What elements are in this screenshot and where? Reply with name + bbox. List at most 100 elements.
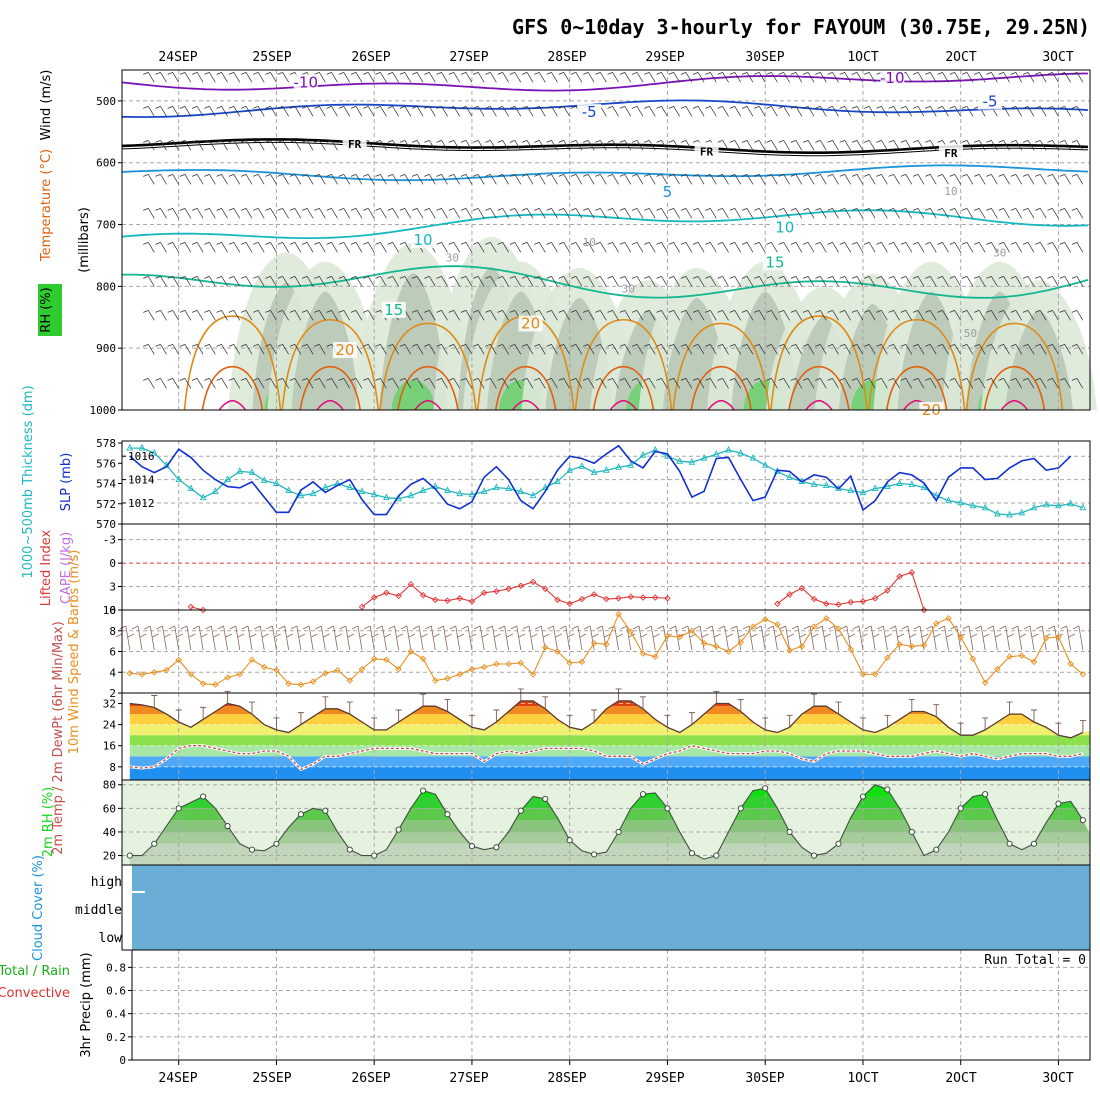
lifted-index-marker: [554, 596, 561, 604]
wind-barb: [1071, 72, 1084, 83]
thickness-marker: [456, 489, 464, 497]
wind-barb: [1010, 276, 1023, 287]
cape-axis-label: CAPE (J/kg): [59, 532, 74, 604]
wind-barb: [815, 310, 827, 321]
wind-barb: [876, 242, 888, 253]
wind-barb: [888, 242, 900, 253]
wind-speed-marker: [1018, 652, 1026, 659]
wind-barb: [729, 140, 742, 151]
wind-barb: [240, 106, 253, 117]
legend-convective: Convective: [0, 986, 70, 1001]
temp-axis-tick-label: 8: [109, 761, 116, 774]
wind-barb-10m: [1007, 625, 1023, 651]
wind-barb: [1047, 140, 1059, 151]
wind-barb: [448, 276, 461, 287]
wind-barb: [607, 378, 619, 389]
date-label-bottom: 26SEP: [351, 1071, 390, 1086]
wind-barb-10m: [176, 625, 192, 651]
wind-speed-marker: [419, 655, 427, 662]
wind-barb: [583, 72, 595, 83]
wind-barb: [778, 208, 790, 219]
wind-speed-marker: [896, 641, 903, 648]
wind-barb: [509, 276, 522, 287]
thickness-marker: [273, 479, 280, 486]
temp-minmax-bar: [859, 717, 866, 730]
wind-barb-10m: [140, 625, 155, 651]
lifted-index-marker: [542, 585, 549, 593]
wind-barb: [546, 72, 558, 83]
date-label-top: 29SEP: [645, 50, 684, 65]
date-label-bottom: 30SEP: [745, 1071, 784, 1086]
wind-barb: [497, 242, 509, 253]
li-axis-tick-label: -3: [103, 534, 116, 547]
date-label-bottom: 25SEP: [252, 1071, 291, 1086]
wind-barb: [876, 106, 888, 117]
wind-barb: [766, 140, 778, 151]
wind-barb: [338, 208, 351, 219]
wind-barb: [656, 378, 668, 389]
wind-barb: [338, 174, 351, 185]
rh-marker: [591, 851, 598, 858]
rh-axis-tick-label: 60: [103, 802, 116, 815]
wind-speed-marker: [786, 647, 793, 654]
wind-barb: [521, 344, 534, 355]
wind-barb: [619, 106, 632, 117]
rh-marker: [664, 805, 671, 812]
wind-barb: [1071, 140, 1084, 151]
rh-marker: [713, 852, 720, 859]
slp-thickness-panel: 1012 1014 1016 570 572 574 576 578 SLP (mb) 1000~…: [21, 385, 1091, 579]
wind-speed-marker: [700, 639, 708, 647]
wind-barb: [1010, 208, 1023, 219]
wind-barb: [570, 140, 583, 151]
wind-barb: [363, 344, 375, 355]
wind-barb: [375, 276, 387, 287]
pressure-axis-tick-label: 500: [96, 95, 116, 108]
temp-minmax-bar: [982, 717, 989, 730]
wind-barb: [1035, 344, 1047, 355]
thickness-marker: [590, 468, 598, 475]
wind-barb: [607, 276, 619, 287]
wind-barb: [143, 174, 155, 185]
wind-speed-marker: [480, 663, 488, 671]
wind-barb: [265, 106, 277, 117]
wind-barb: [717, 242, 729, 253]
wind-barb: [326, 208, 338, 219]
wind-barb: [1010, 140, 1023, 151]
slp-tick-label: 1014: [128, 474, 155, 487]
wind-barb: [766, 72, 778, 83]
wind-barb: [912, 378, 925, 389]
wind-barb: [387, 344, 399, 355]
wind-barb: [521, 140, 534, 151]
wind-barb: [192, 106, 204, 117]
isotherm-30: [609, 399, 638, 411]
wind-barb: [375, 106, 387, 117]
wind-barb: [766, 208, 778, 219]
temp-minmax-bar: [420, 693, 427, 707]
thickness-marker: [468, 490, 476, 498]
temp-band: [129, 706, 1090, 715]
slp-line: [129, 444, 1072, 516]
rh-marker: [517, 807, 524, 814]
wind-barb: [387, 276, 399, 287]
wind-speed-marker: [322, 670, 329, 677]
rh-marker: [933, 846, 940, 853]
wind-barb: [155, 344, 167, 355]
temp-minmax-bar: [908, 699, 915, 712]
wind-barb: [179, 106, 192, 117]
wind-barb: [790, 242, 803, 253]
wind-barb-10m: [152, 625, 167, 651]
wind-barb: [179, 174, 192, 185]
wind-barb-10m: [555, 625, 571, 651]
wind-barb: [289, 310, 302, 321]
temp-minmax-bar: [1006, 701, 1013, 715]
wind-barb: [485, 378, 497, 389]
wind-barb: [937, 310, 949, 321]
lifted-index-marker: [615, 595, 622, 602]
date-label-top: 26SEP: [351, 50, 390, 65]
wind-barb: [326, 378, 338, 389]
thickness-marker: [615, 463, 622, 470]
wind-barb: [1022, 174, 1035, 185]
wind-barb: [583, 140, 595, 151]
wind-barb-10m: [1019, 625, 1035, 651]
